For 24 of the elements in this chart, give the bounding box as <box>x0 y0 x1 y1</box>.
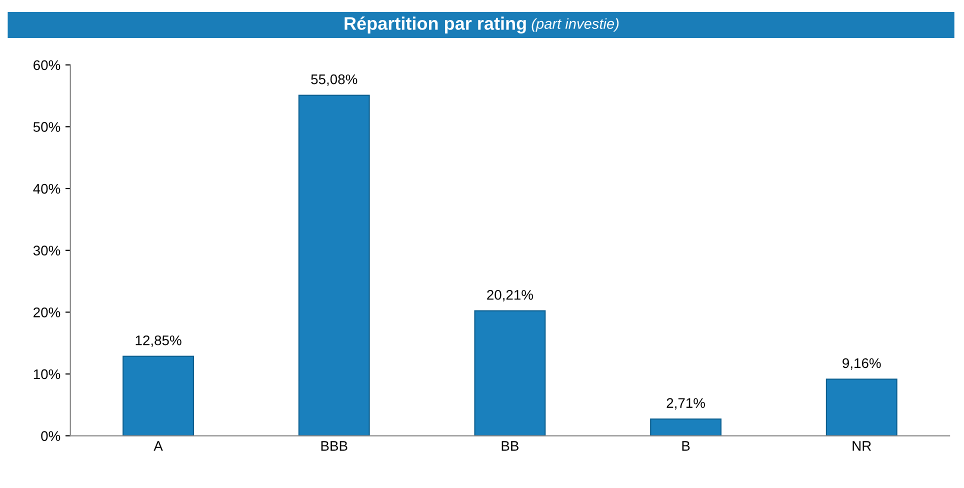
data-label: 20,21% <box>487 290 534 302</box>
x-tick-label: BBB <box>321 441 348 451</box>
data-label: 12,85% <box>136 335 182 347</box>
y-tick-label: 40% <box>33 184 60 194</box>
x-tick-label: A <box>154 441 163 451</box>
data-label: 9,16% <box>842 358 881 370</box>
data-label: 2,71% <box>666 398 705 410</box>
y-tick-label: 0% <box>41 431 60 441</box>
bar <box>826 378 898 436</box>
x-tick-label: NR <box>852 441 872 451</box>
y-tick-label: 10% <box>34 369 60 380</box>
bar <box>122 356 194 436</box>
bar <box>298 94 370 436</box>
chart-subtitle: (part investie) <box>532 18 619 32</box>
bar <box>650 418 722 436</box>
data-label: 55,08% <box>311 74 358 86</box>
y-tick-label: 20% <box>34 307 60 318</box>
y-tick-label: 60% <box>34 60 60 70</box>
x-tick-label: BB <box>502 441 518 451</box>
x-tick-label: B <box>682 441 690 451</box>
chart-title: Répartition par rating <box>344 16 526 34</box>
y-tick-label: 30% <box>33 246 60 256</box>
y-tick-label: 50% <box>33 122 60 132</box>
bar <box>474 310 546 436</box>
